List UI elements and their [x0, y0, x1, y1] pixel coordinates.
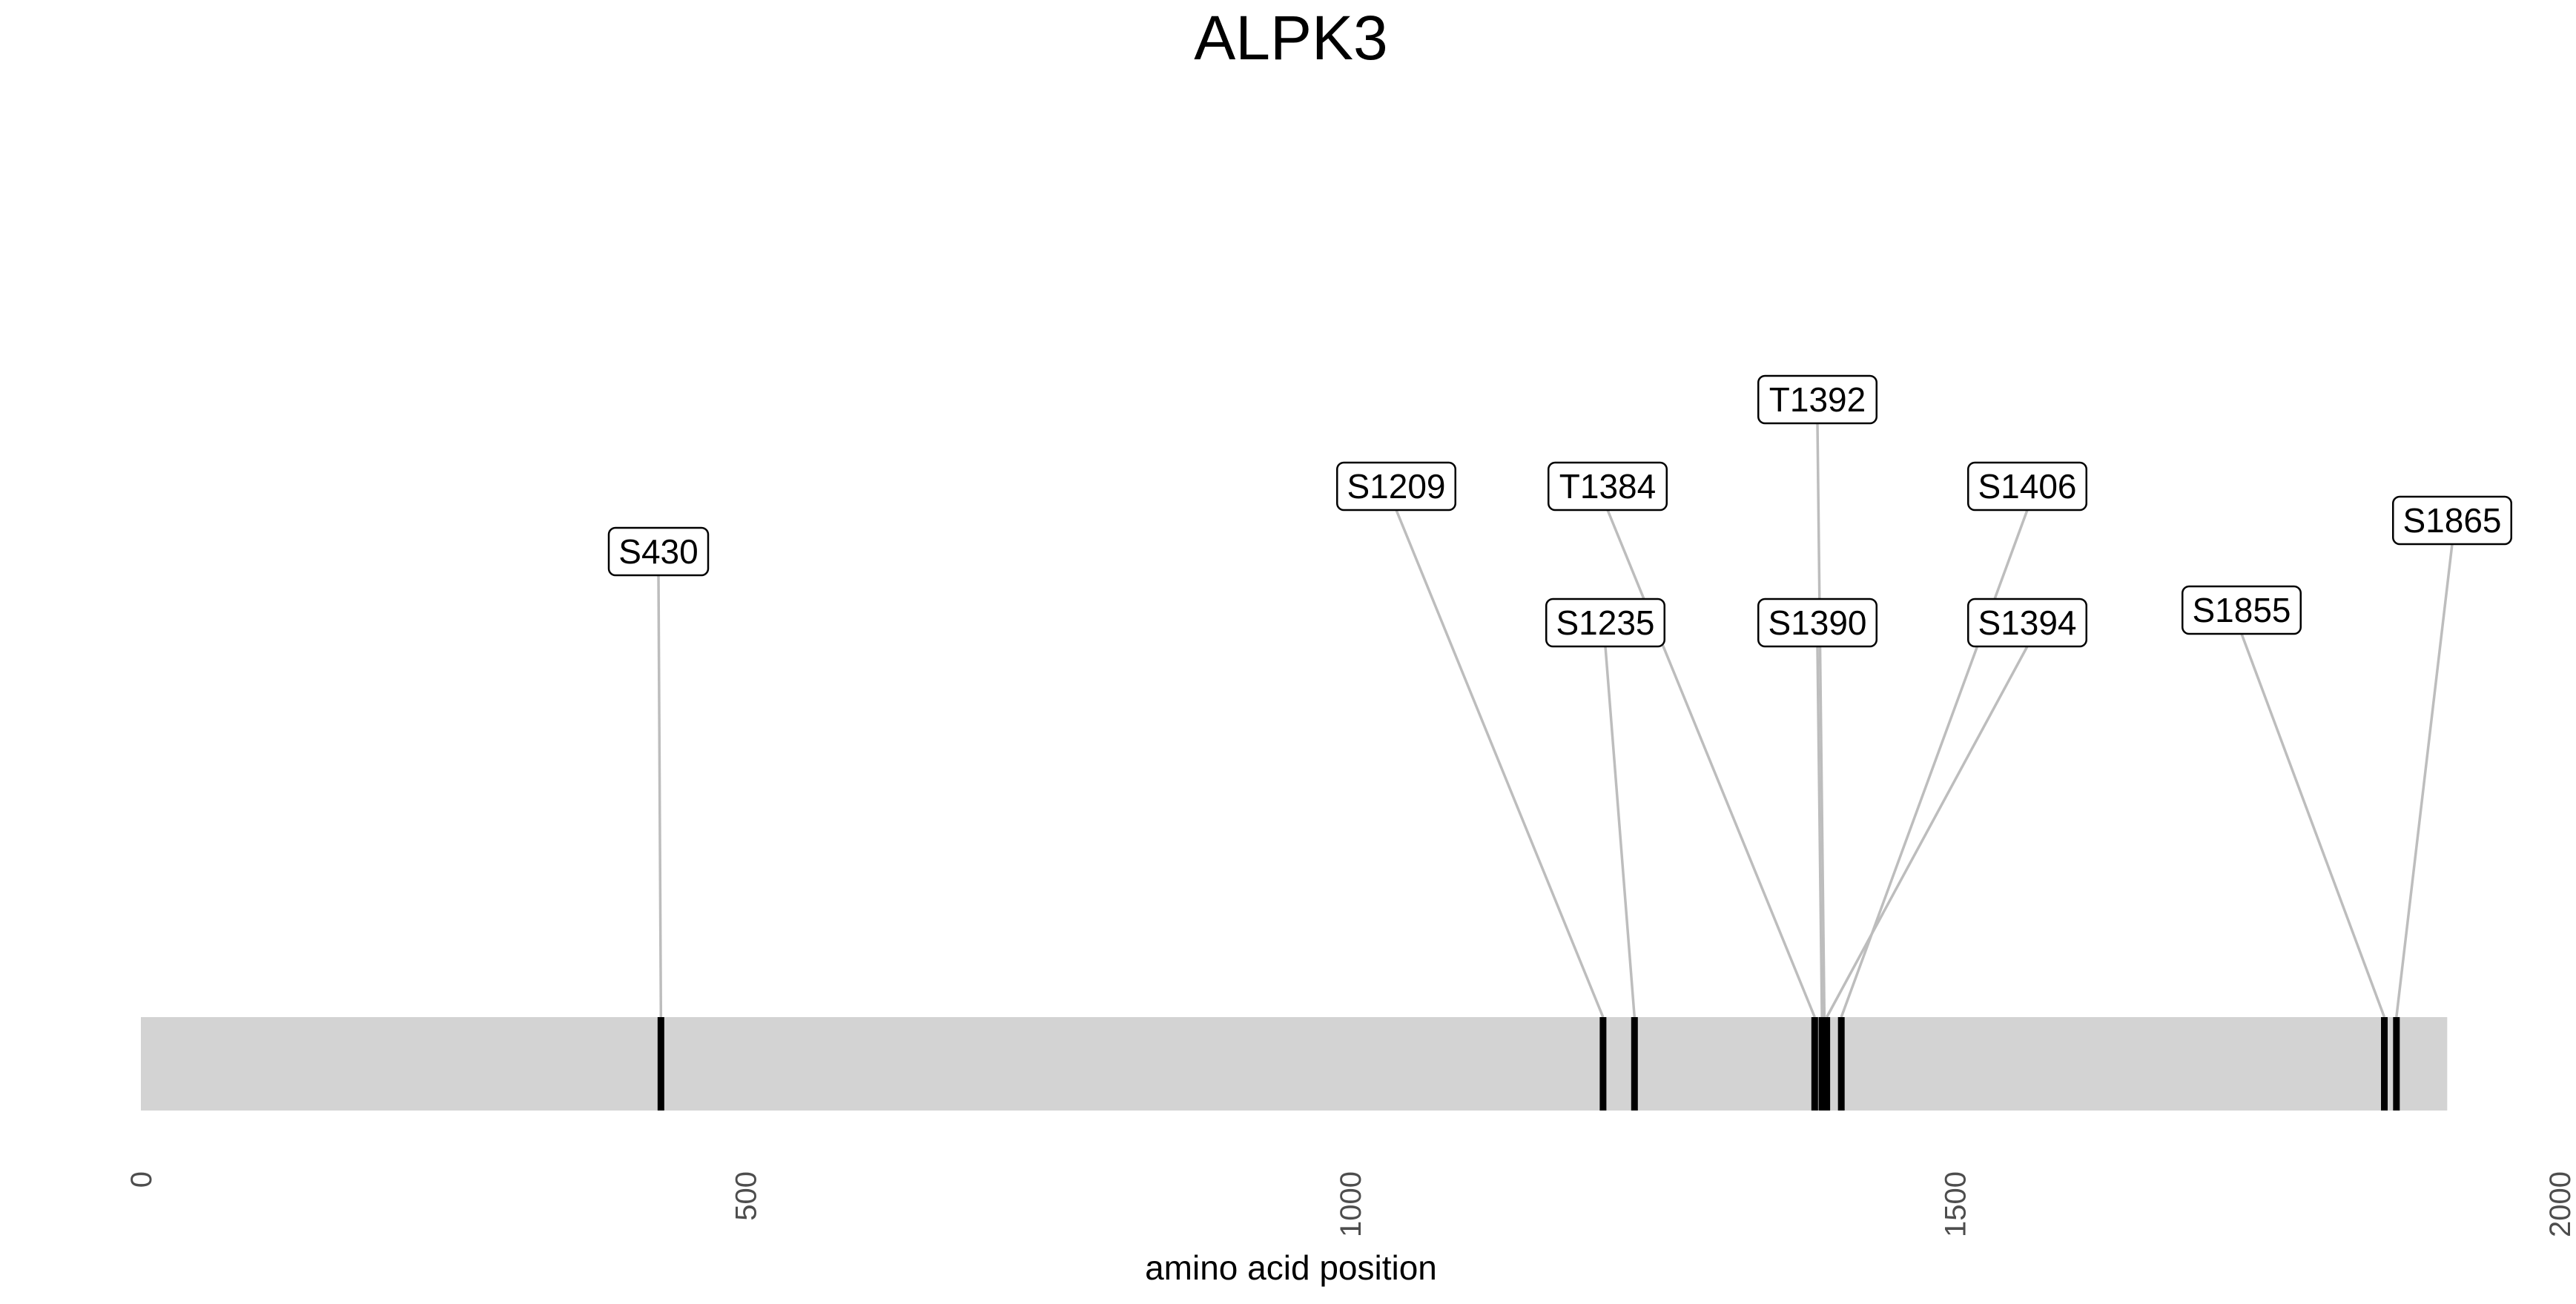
site-label-text: S1209	[1347, 467, 1445, 506]
connector-line	[1395, 509, 1605, 1018]
site-label: S1209	[1336, 461, 1456, 512]
site-mark	[1811, 1017, 1818, 1111]
site-label-text: S1406	[1978, 467, 2076, 506]
protein-bar	[141, 1017, 2448, 1111]
site-label: S1406	[1967, 461, 2087, 512]
connector-line	[1606, 509, 1816, 1018]
site-label-box	[1757, 374, 1877, 425]
site-label-box	[1336, 461, 1456, 512]
site-label: S1390	[1757, 598, 1877, 648]
connector-line	[2240, 633, 2386, 1018]
x-tick-label: 0	[125, 1171, 158, 1188]
connector-line	[1816, 646, 1823, 1018]
site-marks	[657, 1017, 2400, 1111]
connector-lines	[657, 423, 2454, 1018]
site-mark	[2381, 1017, 2388, 1111]
x-tick-label: 1500	[1940, 1171, 1972, 1237]
site-label-box	[1967, 461, 2087, 512]
site-label-box	[2182, 585, 2302, 635]
site-mark	[1837, 1017, 1845, 1111]
x-tick-label: 1000	[1335, 1171, 1367, 1237]
site-label-box	[2392, 495, 2512, 546]
site-mark	[1599, 1017, 1607, 1111]
site-label-text: S1865	[2402, 501, 2501, 540]
site-mark	[1631, 1017, 1638, 1111]
site-label-box	[1545, 598, 1665, 648]
site-mark	[2393, 1017, 2400, 1111]
connector-line	[1840, 509, 2029, 1018]
site-label-box	[1757, 598, 1877, 648]
site-label-text: S1855	[2192, 591, 2291, 629]
site-label-text: T1392	[1769, 380, 1866, 419]
site-mark	[1823, 1017, 1831, 1111]
site-label-text: S1390	[1768, 603, 1866, 642]
site-label-box	[1548, 461, 1668, 512]
connector-line	[2395, 543, 2454, 1018]
site-label-text: S1394	[1978, 603, 2076, 642]
site-label: S1855	[2182, 585, 2302, 635]
x-axis-label: amino acid position	[1145, 1248, 1437, 1287]
site-mark	[657, 1017, 664, 1111]
site-label: S430	[607, 526, 710, 577]
connector-line	[1816, 423, 1826, 1018]
x-tick-label: 500	[730, 1171, 763, 1221]
x-tick-label: 2000	[2544, 1171, 2576, 1237]
site-label: T1384	[1548, 461, 1668, 512]
site-label: S1865	[2392, 495, 2512, 546]
site-label: T1392	[1757, 374, 1877, 425]
protein-track	[141, 1017, 2448, 1111]
site-label-text: S430	[618, 532, 698, 571]
connector-line	[1604, 646, 1637, 1018]
site-label-box	[607, 526, 710, 577]
site-label-text: T1384	[1559, 467, 1656, 506]
site-label-box	[1967, 598, 2087, 648]
x-axis-ticks: 0 500 1000 1500 2000	[125, 1171, 2576, 1237]
connector-line	[1826, 646, 2029, 1018]
site-label: S1235	[1545, 598, 1665, 648]
site-labels: S430 S1209 S1235 T1384 S1390 T1392 S1394 S1406 S…	[607, 374, 2512, 648]
site-label-text: S1235	[1556, 603, 1654, 642]
site-label: S1394	[1967, 598, 2087, 648]
chart-title: ALPK3	[1194, 3, 1388, 73]
connector-line	[657, 575, 663, 1018]
